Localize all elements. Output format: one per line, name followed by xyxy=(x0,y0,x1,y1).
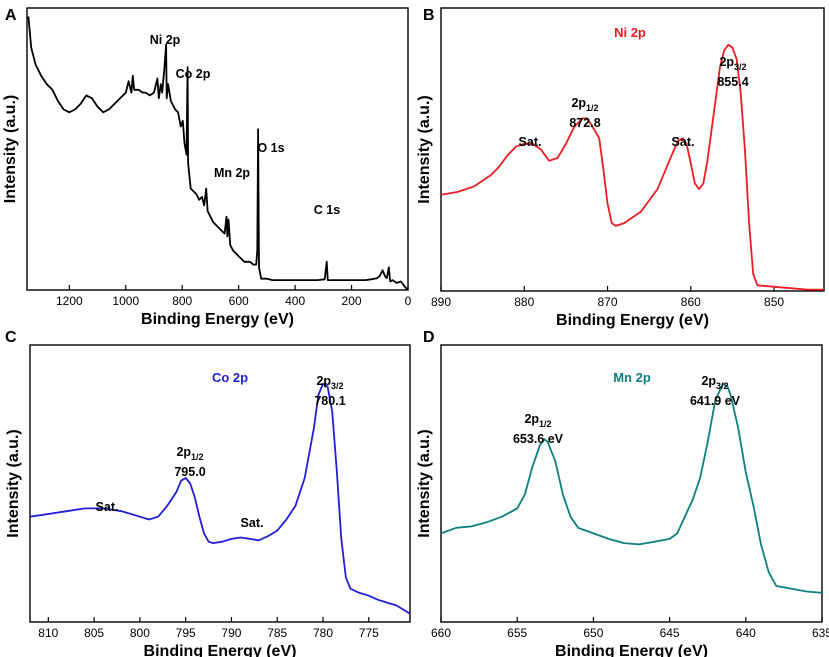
panel-a-xtick-label: 800 xyxy=(172,294,192,308)
panel-d-title: Mn 2p xyxy=(613,370,651,385)
panel-c-xtick-label: 810 xyxy=(38,626,58,640)
panel-b-peak-orbital: 2p1/2 xyxy=(571,96,598,113)
panel-b-xtick-label: 860 xyxy=(681,295,701,309)
panel-b-letter: B xyxy=(423,7,435,24)
panel-c-xtick-label: 775 xyxy=(359,626,379,640)
panel-d-xtick-label: 635 xyxy=(812,626,829,640)
panel-d-peak-orbital: 2p1/2 xyxy=(524,412,551,429)
panel-d-group: 660 655 650 645 640 635 Binding Energy (eV) Int… xyxy=(416,329,829,657)
panel-c-xtick-label: 795 xyxy=(176,626,196,640)
panel-c-xlabel: Binding Energy (eV) xyxy=(144,643,297,657)
panel-b-series-line xyxy=(440,43,824,291)
panel-d-peak-value: 641.9 eV xyxy=(690,394,741,408)
panel-b-title: Ni 2p xyxy=(614,25,646,40)
panel-a-series-line xyxy=(27,16,409,291)
panel-d-series-line xyxy=(440,382,823,594)
panel-d-xlabel: Binding Energy (eV) xyxy=(555,643,708,657)
panel-c-xtick-label: 785 xyxy=(267,626,287,640)
panel-c-xtick-label: 780 xyxy=(313,626,333,640)
panel-b-peak-label: Sat. xyxy=(519,135,542,149)
panel-a-peak-label: O 1s xyxy=(257,141,284,155)
panel-a-group: 1200 1000 800 600 400 200 0 Binding Energy (eV)… xyxy=(2,7,412,328)
panel-c-peak-value: 780.1 xyxy=(314,394,345,408)
panel-a-letter: A xyxy=(5,7,17,24)
panel-c-peak-orbital: 2p3/2 xyxy=(316,374,343,391)
panel-a-xtick-label: 1000 xyxy=(112,294,139,308)
panel-b-ylabel: Intensity (a.u.) xyxy=(416,95,433,203)
panel-d-xtick-label: 640 xyxy=(736,626,756,640)
panel-b-group: 890 880 870 860 850 Binding Energy (eV) Intens… xyxy=(416,7,825,329)
panel-d-xtick-label: 655 xyxy=(507,626,527,640)
panel-c-peak-label: Sat. xyxy=(241,516,264,530)
panel-c-peak-orbital: 2p1/2 xyxy=(176,445,203,462)
panel-b-xtick-label: 890 xyxy=(431,295,451,309)
panel-d-ylabel: Intensity (a.u.) xyxy=(416,429,433,537)
panel-c-xtick-label: 800 xyxy=(130,626,150,640)
panel-a-peak-label: C 1s xyxy=(314,203,340,217)
panel-d-peak-value: 653.6 eV xyxy=(513,432,564,446)
panel-d-letter: D xyxy=(423,329,435,346)
panel-a-ylabel: Intensity (a.u.) xyxy=(2,95,19,203)
panel-b-xtick-label: 870 xyxy=(598,295,618,309)
panel-c-ylabel: Intensity (a.u.) xyxy=(5,429,22,537)
panel-b-xlabel: Binding Energy (eV) xyxy=(556,312,709,329)
panel-c-title: Co 2p xyxy=(212,370,248,385)
panel-d-xtick-label: 650 xyxy=(583,626,603,640)
panel-a-xtick-label: 600 xyxy=(229,294,249,308)
panel-a-xtick-label: 1200 xyxy=(56,294,83,308)
panel-a-xtick-label: 200 xyxy=(342,294,362,308)
panel-a-xlabel: Binding Energy (eV) xyxy=(141,311,294,328)
panel-b-peak-orbital: 2p3/2 xyxy=(719,55,746,72)
panel-c-series-line xyxy=(29,382,411,615)
panel-a-peak-label: Co 2p xyxy=(176,67,211,81)
panel-c-letter: C xyxy=(5,329,17,346)
panel-a-peak-label: Ni 2p xyxy=(150,33,181,47)
panel-d-xtick-label: 645 xyxy=(660,626,680,640)
panel-c-xtick-label: 790 xyxy=(221,626,241,640)
panel-c-group: 810 805 800 795 790 785 780 775 Binding Energy (… xyxy=(5,329,411,657)
panel-c-xtick-label: 805 xyxy=(84,626,104,640)
panel-b-peak-label: Sat. xyxy=(672,135,695,149)
panel-b-peak-value: 855.4 xyxy=(717,75,748,89)
panel-d-peak-orbital: 2p3/2 xyxy=(701,374,728,391)
panel-c-frame xyxy=(29,344,411,623)
panel-b-frame xyxy=(440,7,825,292)
panel-b-peak-value: 872.8 xyxy=(569,116,600,130)
panel-c-peak-value: 795.0 xyxy=(174,465,205,479)
panel-d-xtick-label: 660 xyxy=(431,626,451,640)
panel-a-xtick-label: 0 xyxy=(405,294,412,308)
panel-c-peak-label: Sat. xyxy=(96,500,119,514)
panel-a-peak-label: Mn 2p xyxy=(214,166,250,180)
panel-d-frame xyxy=(440,344,823,623)
panel-a-xtick-label: 400 xyxy=(285,294,305,308)
panel-b-xtick-label: 880 xyxy=(514,295,534,309)
panel-a-frame xyxy=(26,7,409,291)
panel-b-xtick-label: 850 xyxy=(764,295,784,309)
